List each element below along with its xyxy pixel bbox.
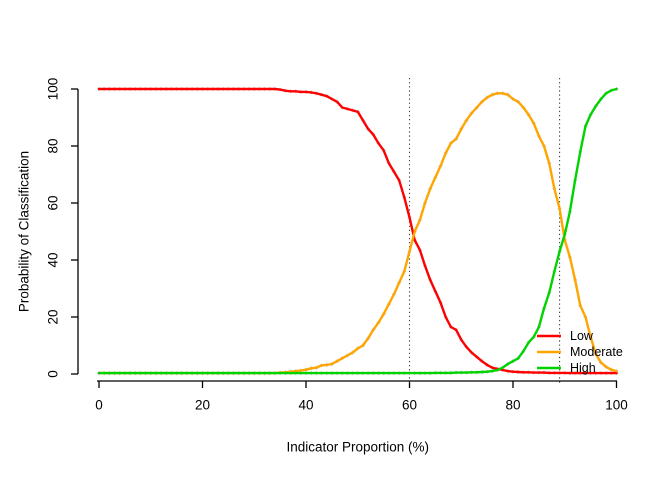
- x-tick-label: 60: [402, 398, 417, 413]
- series-line-moderate: [97, 92, 618, 375]
- x-tick-label: 100: [605, 398, 628, 413]
- legend-label-high: High: [570, 361, 596, 375]
- y-tick-label: 80: [46, 138, 61, 153]
- x-tick-label: 20: [195, 398, 210, 413]
- y-tick-label: 20: [46, 309, 61, 324]
- x-tick-label: 0: [95, 398, 103, 413]
- series-line-low: [97, 87, 618, 375]
- y-tick-label: 100: [46, 78, 61, 101]
- series-markers-low: [96, 86, 619, 376]
- series-markers-high: [96, 86, 619, 376]
- y-tick-label: 40: [46, 252, 61, 267]
- legend-label-moderate: Moderate: [570, 345, 623, 359]
- y-tick-label: 0: [46, 370, 61, 378]
- y-axis-title: Probability of Classification: [17, 151, 32, 312]
- series-markers-moderate: [96, 91, 619, 376]
- legend-label-low: Low: [570, 329, 594, 343]
- series-line-high: [97, 87, 618, 375]
- y-tick-label: 60: [46, 195, 61, 210]
- x-tick-label: 40: [298, 398, 313, 413]
- x-tick-label: 80: [505, 398, 520, 413]
- x-axis-title: Indicator Proportion (%): [286, 440, 429, 455]
